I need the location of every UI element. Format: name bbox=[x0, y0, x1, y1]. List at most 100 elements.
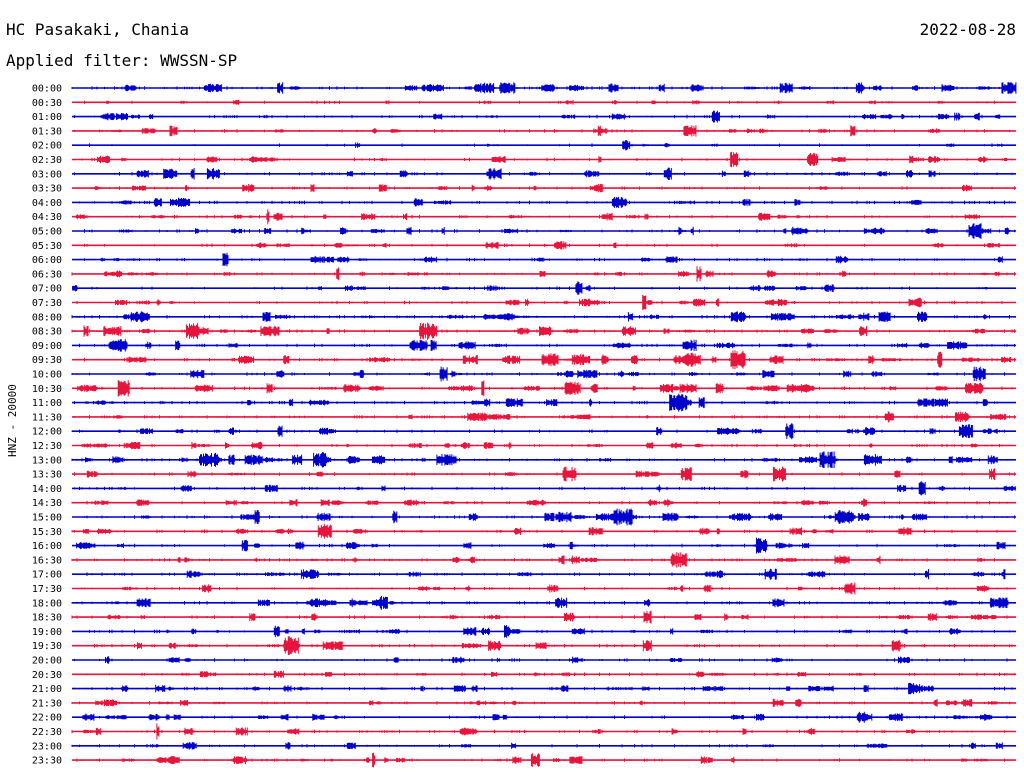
seismic-trace bbox=[75, 209, 1010, 225]
seismic-trace bbox=[76, 295, 1003, 310]
seismic-trace bbox=[79, 196, 1013, 208]
seismic-trace bbox=[94, 636, 1013, 656]
time-label: 11:30 bbox=[32, 412, 62, 423]
seismic-trace bbox=[74, 656, 1008, 664]
time-label: 18:00 bbox=[32, 598, 62, 609]
time-label: 19:00 bbox=[32, 627, 62, 638]
seismic-trace bbox=[71, 423, 1005, 440]
time-label: 08:00 bbox=[32, 312, 62, 323]
seismic-trace bbox=[79, 339, 1015, 352]
time-label: 06:30 bbox=[32, 269, 62, 280]
seismic-trace bbox=[76, 752, 1005, 768]
station-title: HC Pasakaki, Chania bbox=[6, 20, 190, 39]
time-label: 14:00 bbox=[32, 484, 62, 495]
seismic-trace bbox=[74, 167, 1013, 180]
time-label: 22:00 bbox=[32, 713, 62, 724]
seismic-trace bbox=[91, 183, 1015, 193]
seismic-trace bbox=[74, 466, 1015, 482]
seismic-trace bbox=[71, 366, 1005, 382]
time-label: 04:30 bbox=[32, 212, 62, 223]
seismic-trace bbox=[86, 568, 1006, 580]
time-label: 20:00 bbox=[32, 656, 62, 667]
seismic-trace bbox=[76, 380, 1013, 397]
time-label: 16:30 bbox=[32, 555, 62, 566]
time-label: 04:00 bbox=[32, 198, 62, 209]
seismic-trace bbox=[89, 625, 1010, 638]
time-label: 01:00 bbox=[32, 112, 62, 123]
time-label: 02:30 bbox=[32, 155, 62, 166]
time-label: 20:30 bbox=[32, 670, 62, 681]
seismic-trace bbox=[74, 350, 1015, 370]
time-label: 00:30 bbox=[32, 98, 62, 109]
seismic-trace bbox=[71, 610, 1008, 624]
time-label: 03:30 bbox=[32, 184, 62, 195]
time-label: 17:00 bbox=[32, 570, 62, 581]
time-label: 02:00 bbox=[32, 141, 62, 152]
time-label: 23:00 bbox=[32, 741, 62, 752]
seismic-trace bbox=[84, 252, 1003, 267]
time-label: 13:00 bbox=[32, 455, 62, 466]
time-label: 23:30 bbox=[32, 756, 62, 767]
time-label: 01:30 bbox=[32, 126, 62, 137]
seismic-trace bbox=[71, 498, 1008, 507]
time-label: 10:00 bbox=[32, 370, 62, 381]
seismic-trace bbox=[74, 110, 1001, 123]
time-label: 09:00 bbox=[32, 341, 62, 352]
time-label: 10:30 bbox=[32, 384, 62, 395]
seismic-trace bbox=[81, 441, 1003, 450]
seismic-trace bbox=[74, 393, 998, 412]
seismic-trace bbox=[72, 281, 1013, 295]
seismic-trace bbox=[71, 552, 1010, 568]
time-label: 05:00 bbox=[32, 227, 62, 238]
seismic-trace bbox=[74, 151, 1013, 168]
time-label: 15:30 bbox=[32, 527, 62, 538]
time-label: 05:30 bbox=[32, 241, 62, 252]
time-label: 13:30 bbox=[32, 470, 62, 481]
seismic-trace bbox=[74, 411, 1015, 423]
time-label: 22:30 bbox=[32, 727, 62, 738]
seismic-trace bbox=[82, 711, 1010, 723]
seismic-trace bbox=[84, 241, 1010, 250]
seismic-trace bbox=[71, 311, 1010, 323]
time-label: 21:00 bbox=[32, 684, 62, 695]
time-label: 08:30 bbox=[32, 327, 62, 338]
seismic-trace bbox=[71, 595, 1009, 610]
time-label: 07:30 bbox=[32, 298, 62, 309]
seismic-trace bbox=[71, 723, 1005, 740]
seismic-trace bbox=[71, 523, 998, 539]
time-label: 12:30 bbox=[32, 441, 62, 452]
time-label: 00:00 bbox=[32, 84, 62, 95]
seismic-trace bbox=[84, 508, 1015, 526]
time-label: 11:00 bbox=[32, 398, 62, 409]
seismic-trace bbox=[84, 223, 1015, 239]
seismic-trace bbox=[74, 481, 1016, 496]
seismic-trace bbox=[86, 670, 1015, 678]
time-label: 07:00 bbox=[32, 284, 62, 295]
time-label: 09:30 bbox=[32, 355, 62, 366]
seismic-trace bbox=[74, 682, 1013, 695]
seismic-trace bbox=[84, 99, 995, 105]
seismic-trace bbox=[71, 742, 1003, 750]
time-label: 21:30 bbox=[32, 698, 62, 709]
time-label: 14:30 bbox=[32, 498, 62, 509]
time-label: 19:30 bbox=[32, 641, 62, 652]
filter-label: Applied filter: WWSSN-SP bbox=[6, 51, 238, 70]
seismic-trace bbox=[74, 125, 1010, 137]
seismic-trace bbox=[71, 266, 1015, 282]
seismic-trace bbox=[71, 698, 1010, 708]
seismic-trace bbox=[71, 451, 1008, 469]
time-label: 03:00 bbox=[32, 169, 62, 180]
time-label: 06:00 bbox=[32, 255, 62, 266]
time-label: 15:00 bbox=[32, 513, 62, 524]
time-label: 17:30 bbox=[32, 584, 62, 595]
seismic-trace bbox=[81, 582, 1010, 595]
time-label: 16:00 bbox=[32, 541, 62, 552]
time-label: 12:00 bbox=[32, 427, 62, 438]
seismic-trace bbox=[89, 140, 1004, 151]
seismic-trace bbox=[71, 82, 1017, 94]
record-date: 2022-08-28 bbox=[919, 20, 1016, 39]
seismic-trace bbox=[71, 322, 1015, 340]
time-label: 18:30 bbox=[32, 613, 62, 624]
seismic-trace bbox=[76, 537, 1010, 554]
